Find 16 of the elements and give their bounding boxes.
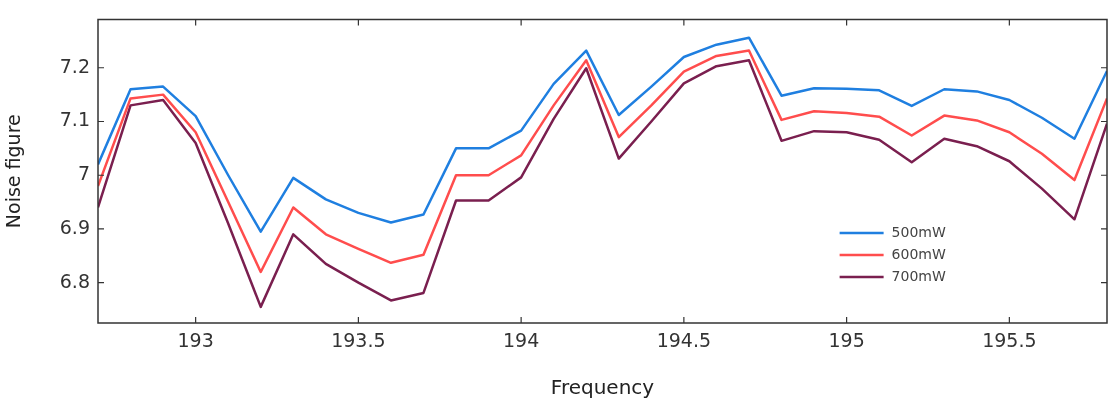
y-tick-label: 7: [77, 162, 90, 185]
x-tick-label: 195: [828, 329, 865, 352]
x-tick-label: 194.5: [656, 329, 712, 352]
legend-label: 600mW: [891, 245, 946, 262]
y-tick-label: 7.1: [59, 108, 90, 131]
x-tick-label: 194: [503, 329, 540, 352]
y-axis-title: Noise figure: [2, 114, 25, 229]
legend-label: 700mW: [891, 267, 946, 284]
legend-label: 500mW: [891, 223, 946, 240]
x-tick-label: 193.5: [331, 329, 386, 352]
y-tick-label: 7.2: [59, 54, 90, 77]
x-axis-title: Frequency: [550, 375, 655, 400]
x-tick-label: 195.5: [982, 329, 1037, 352]
y-tick-label: 6.9: [59, 215, 90, 238]
x-tick-label: 193: [177, 329, 214, 352]
y-tick-label: 6.8: [59, 269, 90, 292]
